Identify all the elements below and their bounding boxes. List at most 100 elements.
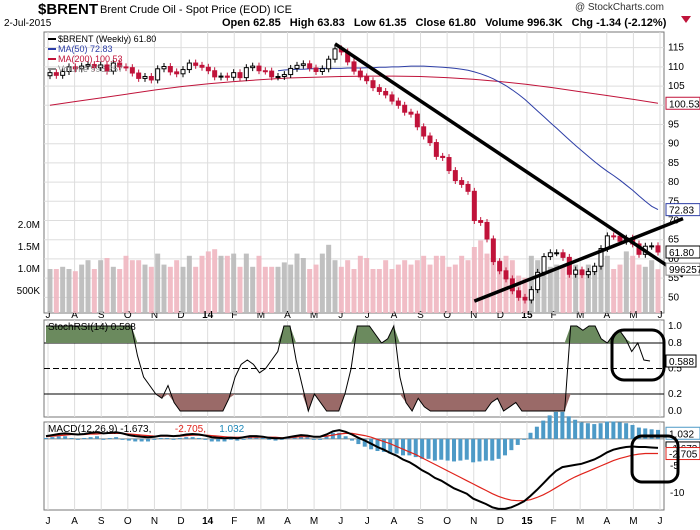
stoch-line xyxy=(46,324,651,413)
candle-body xyxy=(585,271,591,276)
volume-bar xyxy=(402,260,408,313)
candle-body xyxy=(294,64,300,69)
volume-bar xyxy=(573,264,579,313)
candle-body xyxy=(376,87,382,92)
macd-histogram-bar xyxy=(133,438,138,442)
y-tick-label: 115 xyxy=(668,43,684,54)
macd-histogram-bar xyxy=(617,422,622,439)
candle-body xyxy=(357,70,363,78)
high-value: High 63.83 xyxy=(289,17,345,29)
macd-histogram-bar xyxy=(362,438,367,447)
x-tick-label: 15 xyxy=(521,310,533,321)
macd-tick-label: -5 xyxy=(670,461,679,472)
candle-body xyxy=(79,65,85,70)
macd-histogram-bar xyxy=(337,432,342,439)
macd-histogram-bar xyxy=(171,438,176,440)
macd-histogram-bar xyxy=(592,424,597,439)
candle-body xyxy=(579,269,585,276)
candle-body xyxy=(484,221,490,240)
macd-histogram-bar xyxy=(273,438,278,441)
macd-histogram-bar xyxy=(503,438,507,456)
x-tick-label: S xyxy=(417,516,424,527)
macd-histogram-bar xyxy=(267,438,272,440)
y-tick-label: 65 xyxy=(668,235,680,246)
x-tick-label: A xyxy=(603,310,610,321)
volume-bar xyxy=(250,266,256,313)
macd-legend-entry: MACD(12,26,9) -1.673, xyxy=(48,424,151,435)
candle-body xyxy=(60,70,66,76)
ma200-value-label: 100.53 xyxy=(669,99,700,110)
stoch-tick-label: 0.8 xyxy=(668,338,682,349)
candle-body xyxy=(313,67,319,72)
candle-body xyxy=(364,76,370,82)
y-tick-label: 105 xyxy=(668,81,685,92)
macd-histogram-bar xyxy=(44,437,48,439)
volume-tick-label: 1.5M xyxy=(18,242,40,253)
volume-bar xyxy=(319,253,325,313)
macd-histogram-bar xyxy=(483,438,488,461)
macd-histogram-bar xyxy=(165,437,170,439)
volume-bar xyxy=(288,264,294,313)
candle-body xyxy=(142,75,148,79)
macd-histogram-bar xyxy=(146,438,150,442)
macd-line xyxy=(45,429,659,510)
change-value: Chg -1.34 (-2.12%) xyxy=(571,17,667,29)
volume-bar xyxy=(611,269,617,313)
candle-body xyxy=(300,63,306,66)
volume-bar xyxy=(212,249,218,313)
x-tick-label: D xyxy=(497,310,504,321)
volume-bar xyxy=(98,260,104,313)
x-tick-label: O xyxy=(443,516,451,527)
candle-body xyxy=(136,72,142,79)
macd-histogram-bar xyxy=(464,438,469,460)
volume-tick-label: 2.0M xyxy=(18,220,40,231)
volume-bar xyxy=(117,269,123,313)
volume-bar xyxy=(459,255,465,313)
candle-body xyxy=(66,66,72,72)
volume-bar xyxy=(174,260,180,313)
annotation-box xyxy=(630,434,680,484)
x-tick-label: O xyxy=(124,516,132,527)
macd-histogram-bar xyxy=(426,438,431,459)
volume-bar xyxy=(110,266,116,313)
candle-body xyxy=(193,62,199,66)
x-tick-label: N xyxy=(470,516,477,527)
watermark: @ StockCharts.com xyxy=(574,2,664,13)
volume-bar xyxy=(655,269,661,313)
macd-histogram-bar xyxy=(254,437,259,439)
candle-body xyxy=(174,71,180,75)
chart-date: 2-Jul-2015 xyxy=(4,18,52,29)
down-arrow-icon xyxy=(681,16,691,23)
volume-bar xyxy=(123,255,129,313)
macd-signal-value-label-box xyxy=(665,447,700,461)
candle-body xyxy=(256,65,262,72)
candle-body xyxy=(281,74,287,77)
volume-bar xyxy=(389,269,395,313)
volume-value-label: 996257 xyxy=(669,265,700,276)
candle-body xyxy=(560,252,566,258)
macd-histogram-bar xyxy=(95,436,99,439)
ma50-value-label-box xyxy=(665,203,700,217)
ma50-value-label: 72.83 xyxy=(669,206,694,217)
candle-body xyxy=(275,75,281,78)
macd-histogram-bar xyxy=(515,438,520,445)
volume-bar xyxy=(148,266,154,313)
candle-body xyxy=(104,64,110,72)
x-tick-label: J xyxy=(365,516,370,527)
volume-bar xyxy=(541,264,547,313)
candle-body xyxy=(528,289,534,301)
macd-histogram-bar xyxy=(88,437,93,439)
volume-bar xyxy=(307,269,313,313)
candle-body xyxy=(408,111,414,115)
macd-histogram-bar xyxy=(636,427,641,439)
volume-value-label-box xyxy=(665,262,700,276)
candle-body xyxy=(440,155,446,159)
candle-body xyxy=(459,180,465,185)
candle-body xyxy=(326,58,332,70)
candle-body xyxy=(47,72,53,77)
x-tick-label: D xyxy=(177,516,184,527)
candle-body xyxy=(250,65,256,69)
candle-body xyxy=(199,64,205,68)
x-tick-label: M xyxy=(257,310,265,321)
macd-histogram-bar xyxy=(63,436,68,439)
